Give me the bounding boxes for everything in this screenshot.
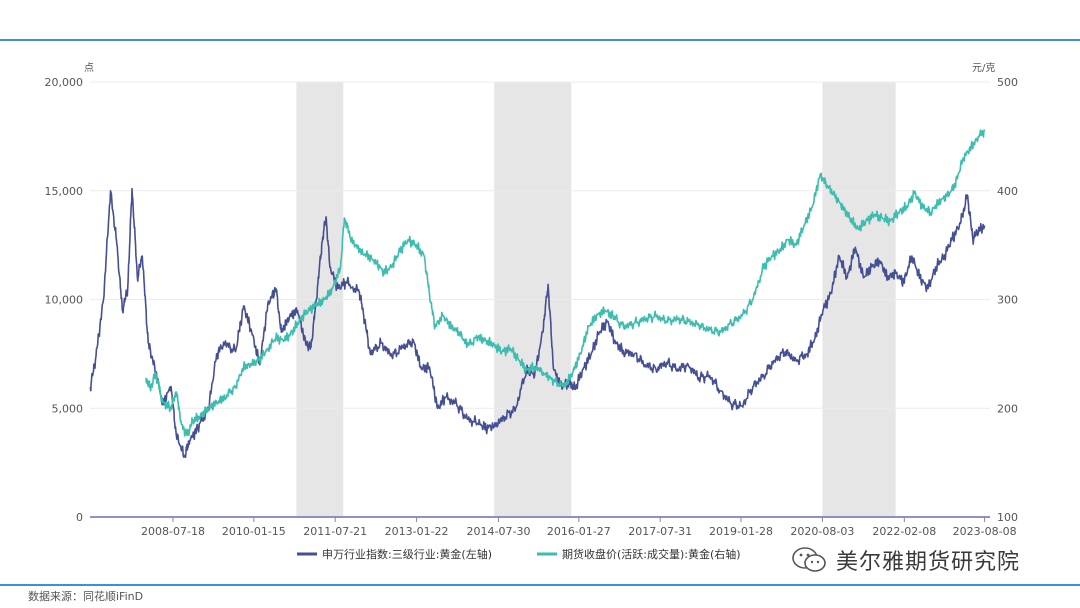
left-tick-label: 0 — [76, 511, 83, 524]
wechat-icon — [792, 547, 826, 572]
watermark: 美尔雅期货研究院 — [790, 544, 1020, 576]
right-tick-label: 200 — [997, 402, 1018, 415]
left-tick-label: 20,000 — [45, 76, 84, 89]
watermark-text: 美尔雅期货研究院 — [836, 550, 1021, 575]
gridlines — [90, 81, 990, 409]
legend: 申万行业指数:三级行业:黄金(左轴) 期货收盘价(活跃:成交量):黄金(右轴) — [297, 547, 741, 561]
left-axis-ticks: 0 5,000 10,000 15,000 20,000 — [45, 76, 84, 524]
right-tick-label: 300 — [997, 294, 1018, 307]
series-lines — [89, 129, 986, 459]
x-tick-label: 2013-01-22 — [385, 525, 449, 538]
right-tick-label: 400 — [997, 185, 1018, 198]
x-tick-label: 2011-07-21 — [303, 525, 367, 538]
x-axis-ticks: 2008-07-18 2010-01-15 2011-07-21 2013-01-22… — [90, 516, 1017, 538]
x-tick-label: 2014-07-30 — [467, 525, 531, 538]
right-axis-unit: 元/克 — [972, 62, 995, 74]
left-tick-label: 5,000 — [52, 402, 84, 415]
chart: 0 5,000 10,000 15,000 20,000 100 200 300 400 500… — [45, 62, 1019, 561]
bottom-rule — [0, 584, 1080, 586]
left-axis-unit: 点 — [84, 62, 94, 74]
legend-label-1: 期货收盘价(活跃:成交量):黄金(右轴) — [562, 547, 741, 561]
right-tick-label: 100 — [997, 511, 1018, 524]
series-line-1 — [145, 129, 986, 437]
right-tick-label: 500 — [997, 76, 1018, 89]
source-note: 数据来源：同花顺iFinD — [28, 590, 144, 603]
x-tick-label: 2008-07-18 — [141, 525, 205, 538]
legend-label-0: 申万行业指数:三级行业:黄金(左轴) — [322, 547, 492, 561]
left-tick-label: 10,000 — [45, 294, 84, 307]
x-tick-label: 2010-01-15 — [222, 525, 286, 538]
x-tick-label: 2016-01-27 — [547, 525, 611, 538]
series-line-0 — [89, 187, 986, 459]
x-tick-label: 2022-02-08 — [872, 525, 936, 538]
right-axis-ticks: 100 200 300 400 500 — [997, 76, 1018, 524]
x-tick-label: 2023-08-08 — [953, 525, 1017, 538]
left-tick-label: 15,000 — [45, 185, 84, 198]
x-tick-label: 2020-08-03 — [790, 525, 854, 538]
top-rule — [0, 39, 1080, 41]
x-tick-label: 2019-01-28 — [709, 525, 773, 538]
x-tick-label: 2017-07-31 — [628, 525, 692, 538]
